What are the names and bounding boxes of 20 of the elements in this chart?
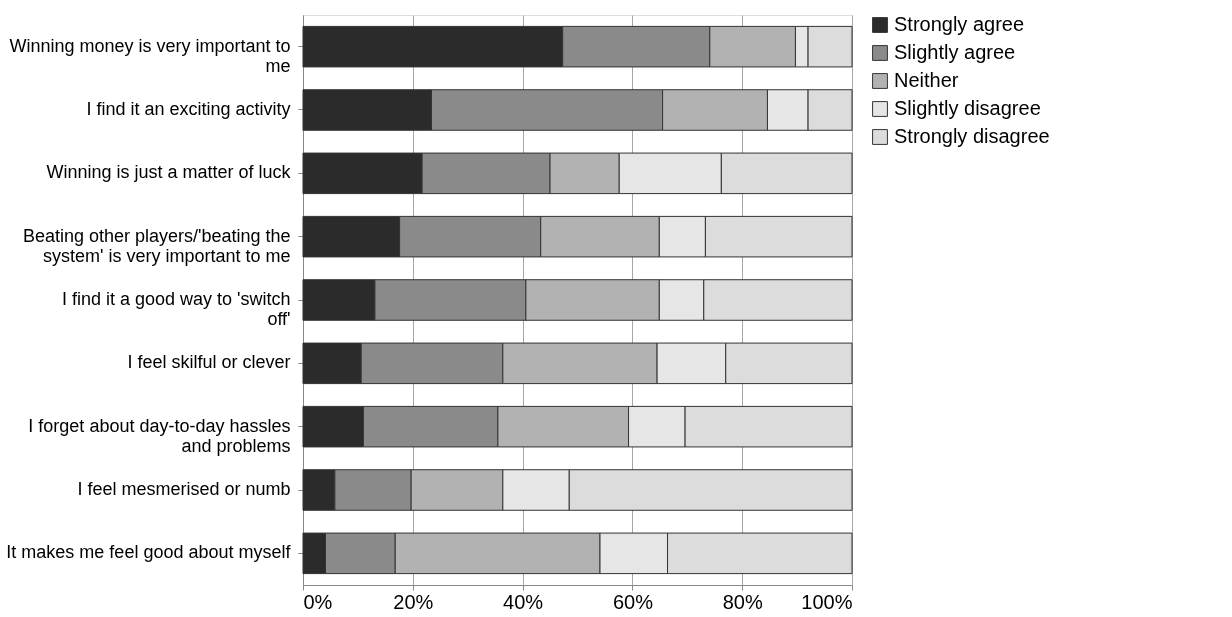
y-tick-label: Winning is just a matter of luck [46, 162, 292, 183]
legend-label: Neither [894, 69, 959, 91]
y-tick-label: I feel mesmerised or numb [77, 479, 291, 499]
y-tick-label: I feel skilful or clever [127, 352, 291, 373]
x-tick-label: 40% [503, 590, 544, 613]
legend-label: Strongly disagree [894, 125, 1050, 147]
legend-label: Strongly agree [894, 13, 1025, 35]
legend-label: Slightly disagree [894, 97, 1041, 119]
x-tick-label: 80% [722, 590, 763, 613]
legend-label: Slightly agree [894, 41, 1016, 63]
x-tick-label: 0% [303, 590, 333, 613]
y-tick-label: I find it an exciting activity [86, 99, 291, 119]
y-tick-label: It makes me feel good about myself [6, 542, 292, 563]
y-tick-label: Winning money is very important to me [9, 35, 291, 76]
y-tick-label: I find it a good way to 'switch off' [61, 289, 291, 329]
x-tick-label: 60% [612, 590, 654, 613]
y-tick-label: Beating other players/'beating the system' is very important to me [22, 225, 291, 266]
y-tick-label: I forget about day-to-day hassles and problems [28, 415, 291, 456]
x-tick-label: 100% [801, 590, 853, 613]
x-tick-label: 20% [393, 590, 434, 613]
